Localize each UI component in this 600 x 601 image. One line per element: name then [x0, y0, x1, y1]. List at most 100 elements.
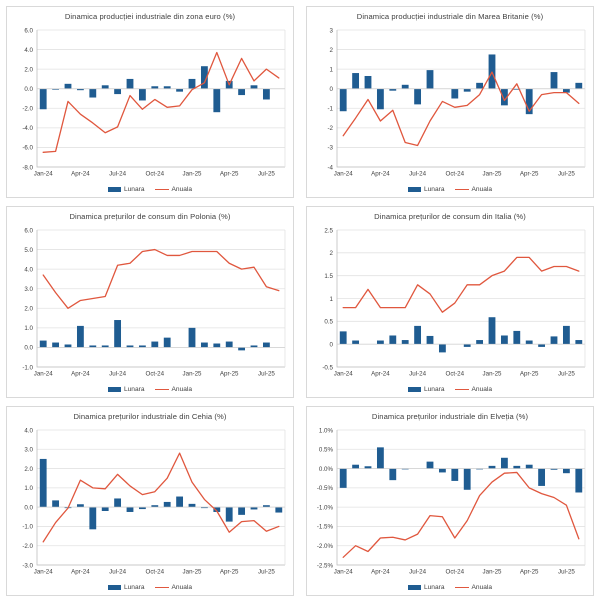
bar[interactable] [575, 82, 583, 89]
bar[interactable] [401, 340, 409, 345]
bar[interactable] [389, 88, 397, 91]
bar[interactable] [188, 78, 196, 89]
bar[interactable] [476, 340, 484, 345]
bar[interactable] [513, 330, 521, 345]
chart-panel-czechia-industrial-prices[interactable]: Dinamica prețurilor industriale din Cehi… [6, 406, 294, 596]
bar[interactable] [114, 88, 122, 95]
bar[interactable] [414, 325, 422, 345]
bar[interactable] [163, 337, 171, 348]
bar[interactable] [275, 507, 283, 513]
bar[interactable] [126, 507, 134, 512]
bar[interactable] [339, 468, 347, 488]
bar[interactable] [138, 507, 146, 510]
bar[interactable] [550, 72, 558, 89]
bar[interactable] [52, 500, 60, 508]
annual-line[interactable] [342, 471, 580, 558]
bar[interactable] [238, 347, 246, 351]
bar[interactable] [52, 342, 60, 348]
chart-panel-italy-consumer-prices[interactable]: Dinamica prețurilor de consum din Italia… [306, 206, 594, 398]
bar[interactable] [89, 345, 97, 348]
bar[interactable] [200, 507, 208, 509]
bar[interactable] [64, 83, 72, 89]
bar[interactable] [200, 342, 208, 348]
legend-item-lunara[interactable]: Lunara [407, 584, 445, 591]
bar[interactable] [575, 468, 583, 493]
bar[interactable] [426, 335, 434, 345]
bar[interactable] [525, 340, 533, 345]
chart-panel-euro-industrial-production[interactable]: Dinamica producției industriale din zona… [6, 6, 294, 198]
bar[interactable] [525, 464, 533, 469]
legend-item-lunara[interactable]: Lunara [407, 386, 445, 393]
bar[interactable] [39, 340, 47, 348]
bar[interactable] [39, 458, 47, 508]
bar[interactable] [151, 341, 159, 348]
legend-item-anuala[interactable]: Anuala [154, 186, 192, 193]
bar[interactable] [188, 503, 196, 508]
bar[interactable] [225, 507, 233, 522]
bar[interactable] [525, 88, 533, 115]
bar[interactable] [550, 336, 558, 345]
annual-line[interactable] [42, 452, 280, 543]
bar[interactable] [364, 75, 372, 89]
bar[interactable] [500, 88, 508, 106]
bar[interactable] [76, 88, 84, 91]
bar[interactable] [176, 88, 184, 92]
bar[interactable] [488, 465, 496, 469]
annual-line[interactable] [42, 51, 280, 153]
bar[interactable] [262, 342, 270, 348]
bar[interactable] [138, 345, 146, 348]
bar[interactable] [513, 88, 521, 90]
bar[interactable] [376, 447, 384, 469]
legend-item-lunara[interactable]: Lunara [107, 186, 145, 193]
bar[interactable] [451, 468, 459, 481]
legend-item-lunara[interactable]: Lunara [107, 584, 145, 591]
bar[interactable] [538, 344, 546, 347]
bar[interactable] [213, 88, 221, 113]
bar[interactable] [451, 88, 459, 99]
bar[interactable] [463, 344, 471, 347]
legend-item-lunara[interactable]: Lunara [107, 386, 145, 393]
annual-line[interactable] [342, 256, 580, 313]
bar[interactable] [550, 468, 558, 470]
annual-line[interactable] [42, 248, 280, 309]
bar[interactable] [352, 464, 360, 469]
bar[interactable] [389, 468, 397, 481]
bar[interactable] [114, 320, 122, 348]
bar[interactable] [89, 88, 97, 98]
bar[interactable] [364, 466, 372, 469]
bar[interactable] [114, 498, 122, 508]
bar[interactable] [163, 501, 171, 508]
bar[interactable] [76, 504, 84, 508]
bar[interactable] [101, 507, 109, 511]
bar[interactable] [89, 507, 97, 530]
bar[interactable] [352, 73, 360, 89]
bar[interactable] [250, 507, 258, 510]
bar[interactable] [513, 465, 521, 469]
bar[interactable] [250, 85, 258, 89]
bar[interactable] [339, 331, 347, 345]
bar[interactable] [262, 88, 270, 100]
bar[interactable] [500, 457, 508, 469]
bar[interactable] [101, 345, 109, 348]
bar[interactable] [126, 345, 134, 348]
bar[interactable] [562, 88, 570, 93]
bar[interactable] [188, 327, 196, 348]
bar[interactable] [476, 82, 484, 89]
bar[interactable] [76, 325, 84, 348]
bar[interactable] [213, 507, 221, 512]
bar[interactable] [213, 343, 221, 348]
bar[interactable] [562, 325, 570, 345]
bar[interactable] [414, 88, 422, 105]
bar[interactable] [575, 340, 583, 345]
bar[interactable] [39, 88, 47, 110]
legend-item-anuala[interactable]: Anuala [454, 584, 492, 591]
bar[interactable] [426, 70, 434, 89]
bar[interactable] [151, 86, 159, 89]
bar[interactable] [500, 335, 508, 345]
bar[interactable] [562, 468, 570, 474]
chart-panel-switzerland-industrial-prices[interactable]: Dinamica prețurilor industriale din Elve… [306, 406, 594, 596]
bar[interactable] [225, 341, 233, 348]
bar[interactable] [352, 340, 360, 345]
bar[interactable] [200, 66, 208, 89]
bar[interactable] [101, 85, 109, 89]
